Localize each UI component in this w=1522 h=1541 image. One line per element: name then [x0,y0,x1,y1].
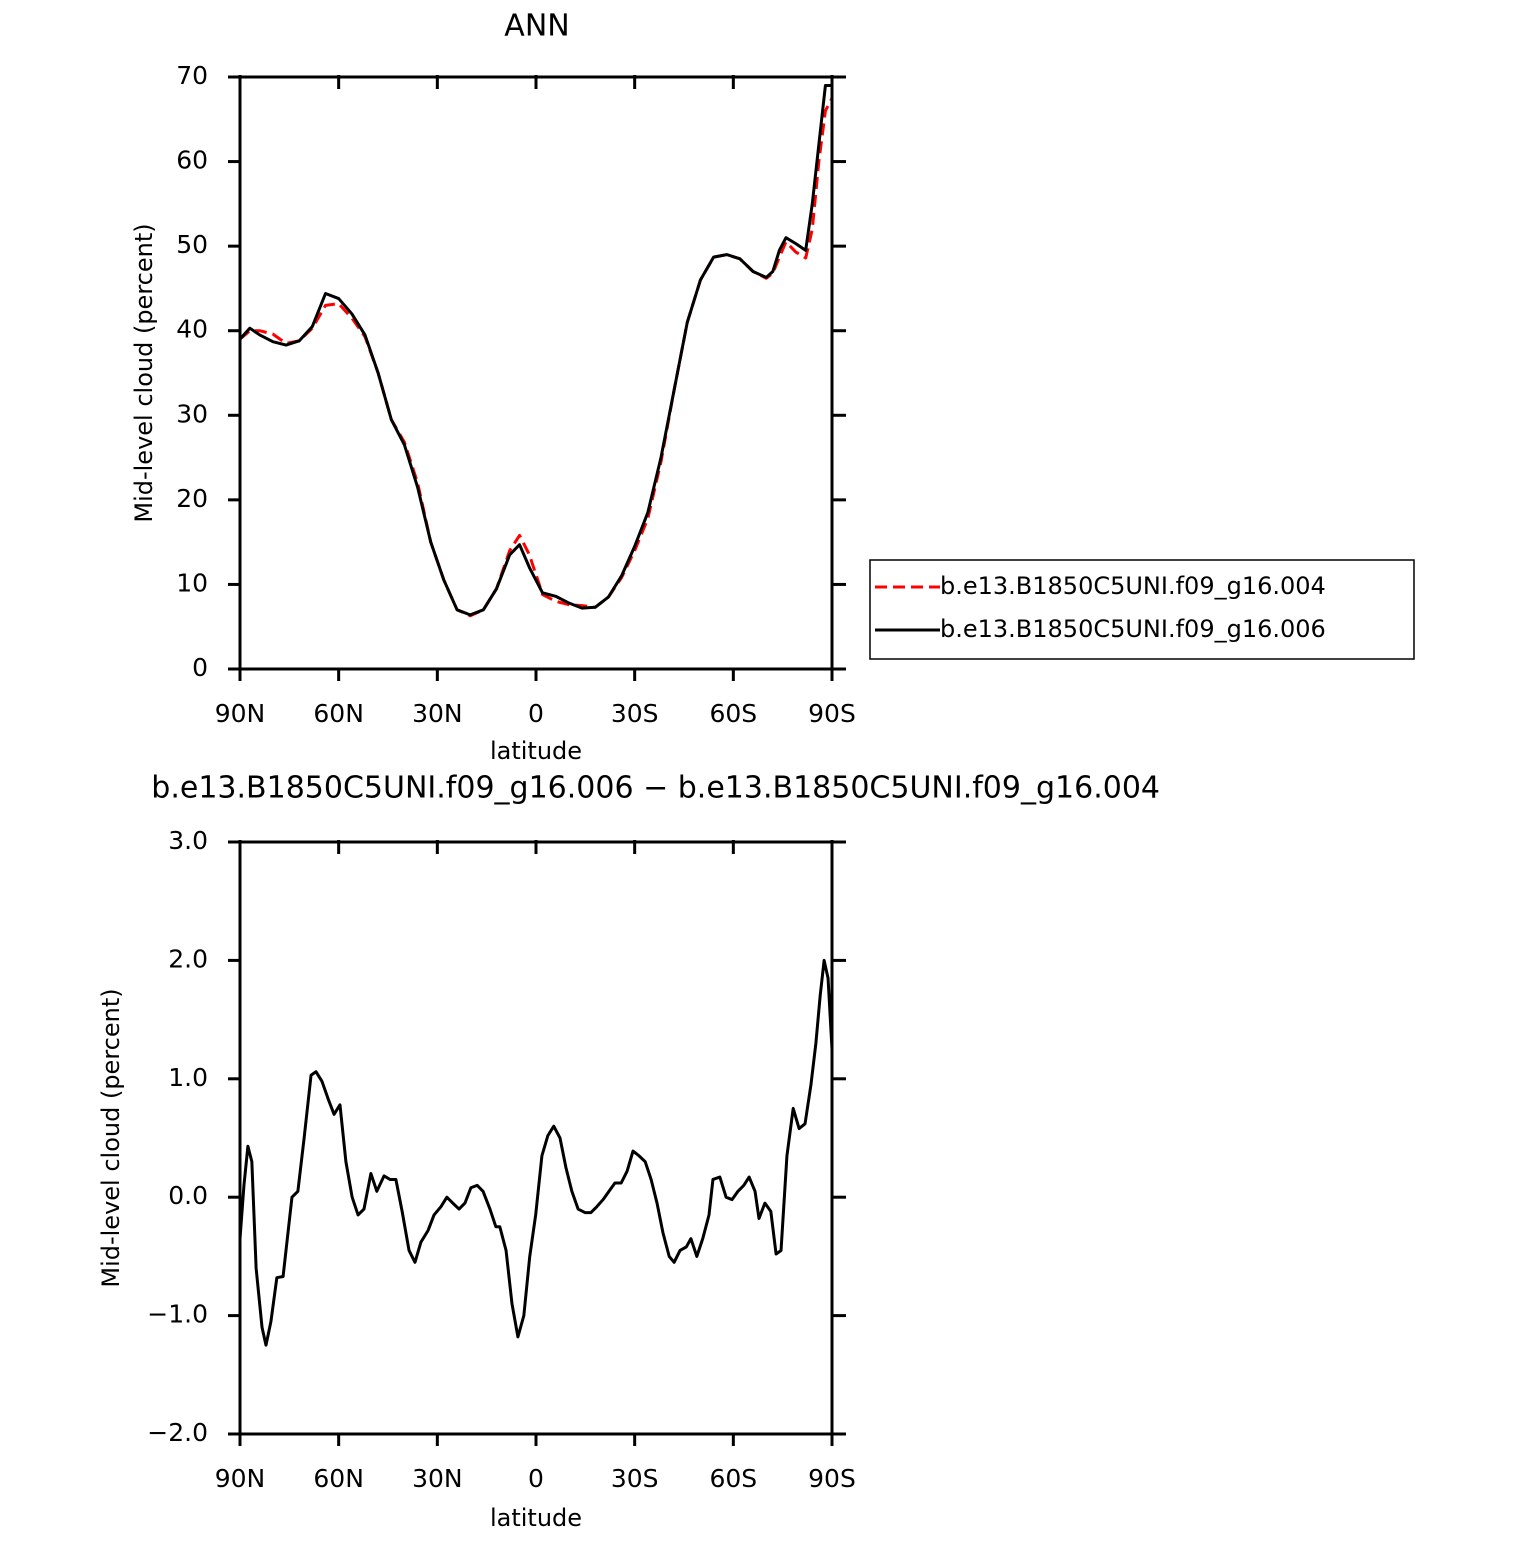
x-tick-label: 30N [412,1464,463,1493]
y-tick-label: 2.0 [168,944,208,973]
x-tick-label: 60S [709,699,757,728]
y-tick-label: 0 [192,653,208,682]
y-tick-label: 60 [176,146,208,175]
y-tick-label: 30 [176,399,208,428]
x-axis-label: latitude [490,737,582,765]
legend-label: b.e13.B1850C5UNI.f09_g16.006 [940,615,1326,643]
x-tick-label: 0 [528,699,544,728]
y-tick-label: 3.0 [168,826,208,855]
plot-frame [238,840,834,1436]
x-tick-label: 0 [528,1464,544,1493]
data-line [238,958,834,1347]
x-tick-label: 90N [215,699,266,728]
plot-frame [238,75,834,671]
x-tick-label: 60S [709,1464,757,1493]
x-tick-label: 30S [611,1464,659,1493]
chart-title: ANN [504,9,569,44]
y-tick-label: 40 [176,315,208,344]
x-axis-label: latitude [490,1504,582,1532]
x-tick-label: 90S [808,699,856,728]
data-line [238,83,832,617]
y-tick-label: −2.0 [147,1418,208,1447]
x-tick-label: 30N [412,699,463,728]
x-tick-label: 60N [313,699,364,728]
y-tick-label: 1.0 [168,1063,208,1092]
y-tick-label: 0.0 [168,1181,208,1210]
y-axis-label: Mid-level cloud (percent) [97,988,125,1287]
data-line [239,97,834,618]
y-tick-label: 20 [176,484,208,513]
legend-box [869,559,1415,660]
x-tick-label: 60N [313,1464,364,1493]
legend-label: b.e13.B1850C5UNI.f09_g16.004 [940,572,1326,600]
chart-title: b.e13.B1850C5UNI.f09_g16.006 − b.e13.B18… [151,771,1160,806]
x-tick-label: 90N [215,1464,266,1493]
y-tick-label: 70 [176,61,208,90]
y-tick-label: −1.0 [147,1300,208,1329]
y-tick-label: 10 [176,568,208,597]
x-tick-label: 30S [611,699,659,728]
y-axis-label: Mid-level cloud (percent) [130,223,158,522]
x-tick-label: 90S [808,1464,856,1493]
y-tick-label: 50 [176,230,208,259]
